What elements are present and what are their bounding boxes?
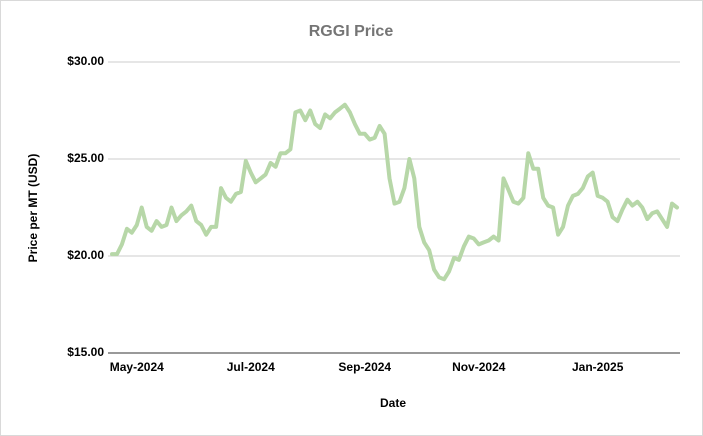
x-axis-label: Date	[380, 396, 406, 410]
y-tick-label: $20.00	[67, 248, 104, 262]
y-axis-label: Price per MT (USD)	[26, 154, 40, 263]
y-tick-label: $15.00	[67, 345, 104, 359]
y-tick-label: $25.00	[67, 151, 104, 165]
x-tick-label: May-2024	[110, 360, 164, 374]
x-tick-label: Nov-2024	[452, 360, 506, 374]
chart-title: RGGI Price	[309, 23, 394, 40]
price-line	[110, 102, 679, 282]
x-tick-label: Sep-2024	[338, 360, 391, 374]
x-tick-label: Jan-2025	[572, 360, 624, 374]
x-tick-label: Jul-2024	[227, 360, 275, 374]
y-tick-label: $30.00	[67, 54, 104, 68]
